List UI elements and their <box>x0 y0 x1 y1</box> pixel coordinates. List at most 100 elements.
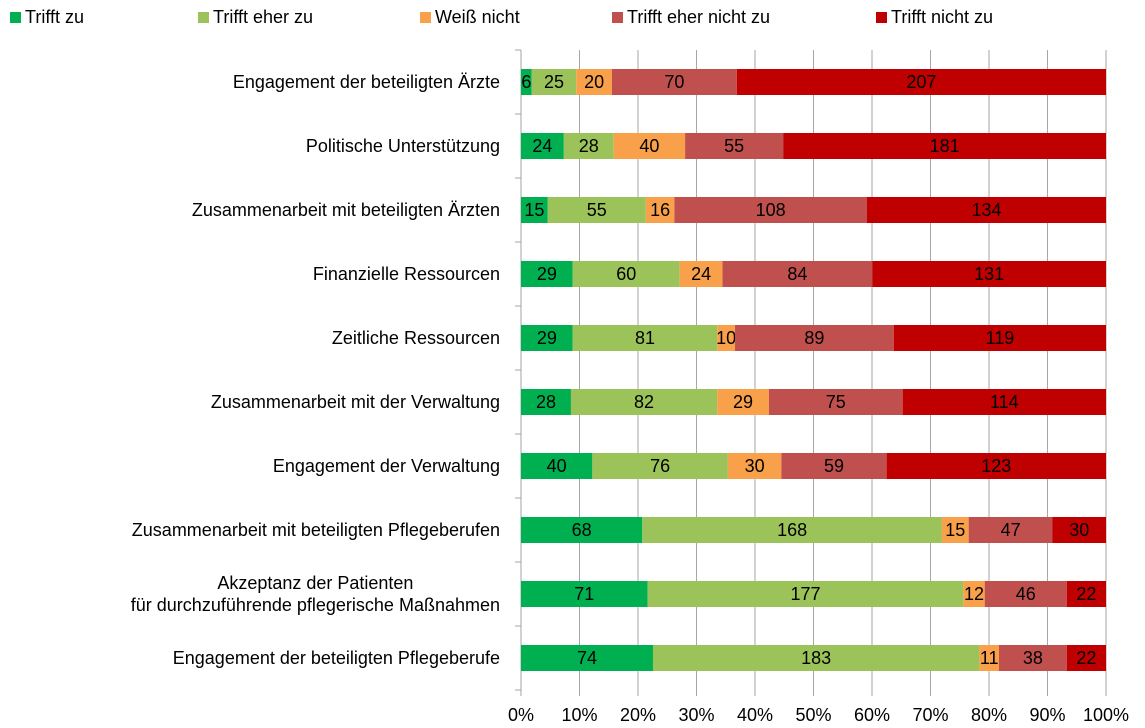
data-label: 84 <box>787 264 807 284</box>
data-label: 181 <box>930 136 960 156</box>
data-label: 76 <box>650 456 670 476</box>
bar-segment <box>722 261 873 287</box>
data-label: 89 <box>804 328 824 348</box>
bar-segment <box>717 325 736 351</box>
legend-swatch <box>420 12 431 23</box>
data-label: 68 <box>572 520 592 540</box>
bar-segment <box>674 197 868 223</box>
data-label: 30 <box>1069 520 1089 540</box>
bar-segment <box>570 389 718 415</box>
data-label: 24 <box>691 264 711 284</box>
x-tick-label: 30% <box>678 705 714 725</box>
data-label: 29 <box>537 328 557 348</box>
category-label: Politische Unterstützung <box>305 136 500 156</box>
bar-segment <box>867 197 1106 223</box>
category-label: Zusammenarbeit mit der Verwaltung <box>210 392 500 412</box>
bar-segment <box>572 325 718 351</box>
data-label: 15 <box>945 520 965 540</box>
legend-label: Trifft eher nicht zu <box>627 7 770 27</box>
data-label: 123 <box>981 456 1011 476</box>
data-label: 55 <box>724 136 744 156</box>
data-label: 59 <box>824 456 844 476</box>
data-label: 16 <box>650 200 670 220</box>
bar-segment <box>998 645 1067 671</box>
data-label: 28 <box>536 392 556 412</box>
x-tick-label: 50% <box>795 705 831 725</box>
bar-segment <box>521 325 573 351</box>
bar-segment <box>576 69 612 95</box>
bar-segment <box>1066 645 1106 671</box>
bar-segment <box>1066 581 1106 607</box>
data-label: 108 <box>756 200 786 220</box>
bar-segment <box>521 69 532 95</box>
legend-swatch <box>612 12 623 23</box>
bar-segment <box>613 133 686 159</box>
bar-segment <box>521 133 564 159</box>
category-label: Zeitliche Ressourcen <box>331 328 500 348</box>
data-label: 38 <box>1023 648 1043 668</box>
data-label: 46 <box>1016 584 1036 604</box>
data-label: 71 <box>574 584 594 604</box>
bar-segment <box>547 197 646 223</box>
bar-segment <box>572 261 680 287</box>
bar-segment <box>984 581 1067 607</box>
legend-swatch <box>876 12 887 23</box>
legend-label: Trifft zu <box>25 7 84 27</box>
bar-segment <box>968 517 1053 543</box>
category-label: Engagement der beteiligten Ärzte <box>232 72 500 92</box>
data-label: 82 <box>634 392 654 412</box>
legend-swatch <box>198 12 209 23</box>
data-label: 119 <box>986 328 1015 348</box>
bar-segment <box>685 133 784 159</box>
data-label: 25 <box>544 72 564 92</box>
data-label: 20 <box>584 72 604 92</box>
data-label: 75 <box>826 392 846 412</box>
x-tick-label: 70% <box>912 705 948 725</box>
bar-segment <box>717 389 769 415</box>
x-tick-label: 40% <box>737 705 773 725</box>
bar-segment <box>647 581 964 607</box>
data-label: 10 <box>716 328 736 348</box>
data-label: 22 <box>1076 584 1096 604</box>
bar-segment <box>611 69 737 95</box>
bar-segment <box>963 581 985 607</box>
bar-segment <box>735 325 894 351</box>
x-tick-label: 0% <box>508 705 534 725</box>
bar-segment <box>521 581 648 607</box>
bar-segment <box>592 453 728 479</box>
bar-segment <box>872 261 1106 287</box>
bar-segment <box>902 389 1106 415</box>
x-tick-label: 80% <box>971 705 1007 725</box>
x-tick-label: 100% <box>1083 705 1129 725</box>
category-label: Engagement der Verwaltung <box>272 456 500 476</box>
data-label: 55 <box>587 200 607 220</box>
bar-segment <box>521 645 653 671</box>
category-label: Finanzielle Ressourcen <box>312 264 500 284</box>
x-tick-label: 10% <box>561 705 597 725</box>
data-label: 47 <box>1001 520 1021 540</box>
data-label: 74 <box>577 648 597 668</box>
category-label: Zusammenarbeit mit beteiligten Ärzten <box>191 200 500 220</box>
data-label: 22 <box>1076 648 1096 668</box>
data-label: 134 <box>971 200 1001 220</box>
bar-segment <box>783 133 1106 159</box>
data-label: 28 <box>579 136 599 156</box>
legend-swatch <box>10 12 21 23</box>
data-label: 70 <box>664 72 684 92</box>
data-label: 207 <box>906 72 936 92</box>
bar-segment <box>652 645 980 671</box>
legend-label: Weiß nicht <box>435 7 520 27</box>
data-label: 6 <box>521 72 531 92</box>
bar-segment <box>645 197 675 223</box>
bar-segment <box>941 517 969 543</box>
bar-segment <box>893 325 1106 351</box>
data-label: 30 <box>745 456 765 476</box>
x-tick-label: 90% <box>1029 705 1065 725</box>
data-label: 131 <box>974 264 1004 284</box>
bar-segment <box>642 517 942 543</box>
bar-segment <box>781 453 887 479</box>
legend-label: Trifft nicht zu <box>891 7 993 27</box>
category-label: Akzeptanz der Patienten für durchzuführe… <box>130 573 500 615</box>
